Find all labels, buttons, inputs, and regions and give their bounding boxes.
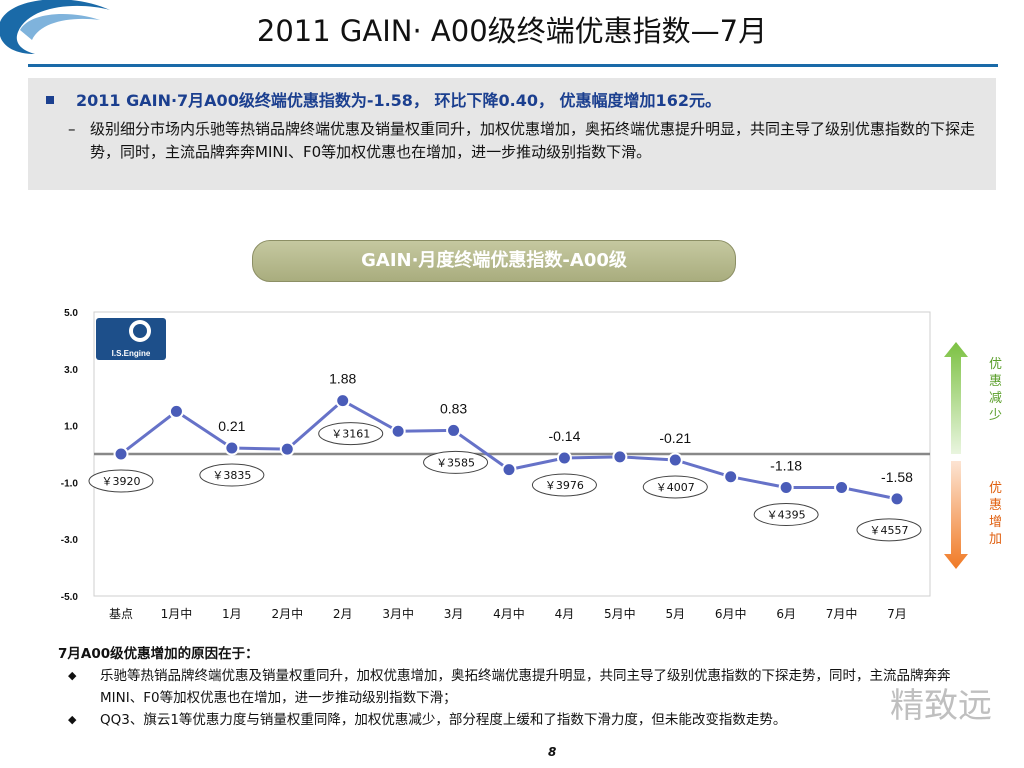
page-title: 2011 GAIN· A00级终端优惠指数—7月 (256, 14, 768, 48)
x-tick-label: 7月中 (826, 606, 858, 621)
data-label: -0.14 (548, 428, 580, 444)
x-tick-label: 6月 (776, 607, 796, 621)
price-tag-bubble (753, 503, 819, 527)
data-label: -1.58 (881, 469, 913, 485)
data-point (279, 441, 295, 457)
y-axis: 5.0 3.0 1.0 -1.0 -3.0 -5.0 (61, 308, 79, 603)
price-tag: ￥4557 (856, 518, 922, 542)
y-tick-label: 3.0 (64, 365, 78, 376)
data-point (723, 469, 739, 485)
is-engine-logo: I.S.Engine (96, 318, 166, 360)
arrow-up-icon (944, 342, 968, 454)
diamond-bullet-icon: ◆ (68, 669, 77, 682)
price-tag-bubble (642, 475, 708, 499)
reason-item: ◆ 乐驰等热销品牌终端优惠及销量权重同升，加权优惠增加，奥拓终端优惠提升明显，共… (58, 665, 988, 709)
y-tick-label: -1.0 (61, 478, 79, 489)
data-point (501, 462, 517, 478)
x-tick-label: 7月 (887, 607, 907, 621)
data-point (224, 440, 240, 456)
label-more-discount: 优惠增加 (989, 481, 1002, 547)
price-tag: ￥3585 (423, 450, 489, 474)
price-tag-bubble (531, 473, 597, 497)
data-point (390, 423, 406, 439)
plot-area: 0.21 1.88 0.83 -0.14 -0.21 -1.18 -1.58 ￥3920 ￥38… (88, 371, 930, 542)
data-point (556, 450, 572, 466)
x-tick-label: 1月 (222, 607, 242, 621)
summary-headline: 2011 GAIN·7月A00级终端优惠指数为-1.58， 环比下降0.40， … (46, 87, 721, 111)
page-number: 8 (548, 745, 557, 759)
y-tick-label: -3.0 (61, 535, 79, 546)
price-tag-text: ￥3835 (212, 469, 251, 482)
data-label: 1.88 (329, 371, 356, 387)
price-tag-bubble (88, 469, 154, 493)
data-point (612, 449, 628, 465)
x-tick-label: 3月中 (382, 606, 414, 621)
price-tag-bubble (318, 422, 384, 446)
price-tag: ￥3161 (318, 422, 384, 446)
watermark-text: 精致远 (890, 686, 992, 726)
x-tick-label: 基点 (109, 607, 133, 621)
x-tick-label: 2月中 (271, 606, 303, 621)
title-divider (28, 64, 998, 67)
price-tag-bubble (199, 463, 265, 487)
price-tag: ￥4395 (753, 503, 819, 527)
data-label: -0.21 (659, 430, 691, 446)
chart-title: GAIN·月度终端优惠指数-A00级 (252, 240, 736, 282)
price-tag-text: ￥3585 (436, 456, 475, 469)
logo-text: I.S.Engine (112, 349, 151, 358)
square-bullet-icon (46, 96, 54, 104)
chart-area: I.S.Engine 5.0 3.0 1.0 -1.0 -3.0 -5.0 基点 1月中 1月… (0, 290, 1024, 630)
y-tick-label: 5.0 (64, 308, 78, 319)
x-tick-label: 6月中 (715, 606, 747, 621)
price-tag-text: ￥3976 (545, 479, 584, 492)
data-point (113, 446, 129, 462)
data-point (667, 452, 683, 468)
diamond-bullet-icon: ◆ (68, 713, 77, 726)
x-tick-label: 2月 (333, 607, 353, 621)
x-tick-label: 5月 (665, 607, 685, 621)
arrow-legend: 优惠减少 优惠增加 (944, 340, 1024, 579)
price-tag: ￥3920 (88, 469, 154, 493)
arrow-down-icon (944, 461, 968, 569)
price-tag: ￥3835 (199, 463, 265, 487)
x-tick-label: 1月中 (161, 606, 193, 621)
summary-box: 2011 GAIN·7月A00级终端优惠指数为-1.58， 环比下降0.40， … (28, 78, 996, 190)
data-point (889, 491, 905, 507)
data-label: -1.18 (770, 458, 802, 474)
brand-swoosh-logo (0, 0, 110, 54)
data-point (168, 403, 184, 419)
price-tag: ￥3976 (531, 473, 597, 497)
price-tag-text: ￥4007 (656, 481, 695, 494)
x-tick-label: 5月中 (604, 606, 636, 621)
price-tag-bubble (423, 450, 489, 474)
y-tick-label: 1.0 (64, 422, 78, 433)
price-tag: ￥4007 (642, 475, 708, 499)
price-tag-text: ￥3920 (102, 475, 141, 488)
data-point (446, 422, 462, 438)
x-tick-label: 4月中 (493, 606, 525, 621)
price-tag-text: ￥3161 (331, 428, 370, 441)
y-tick-label: -5.0 (61, 592, 79, 603)
data-label: 0.83 (440, 400, 467, 416)
x-tick-label: 4月 (555, 607, 575, 621)
data-point (778, 480, 794, 496)
data-label: 0.21 (218, 418, 245, 434)
price-tag-text: ￥4395 (767, 509, 806, 522)
data-point (834, 480, 850, 496)
summary-detail: – 级别细分市场内乐驰等热销品牌终端优惠及销量权重同升，加权优惠增加，奥拓终端优… (68, 120, 976, 161)
line-chart: I.S.Engine 5.0 3.0 1.0 -1.0 -3.0 -5.0 基点 1月中 1月… (61, 308, 931, 621)
dash-bullet: – (68, 120, 76, 138)
x-axis: 基点 1月中 1月 2月中 2月 3月中 3月 4月中 4月 5月中 5月 6月中 6月 7月中 7月 (109, 606, 907, 621)
reasons-heading: 7月A00级优惠增加的原因在于： (58, 646, 259, 662)
price-tag-text: ￥4557 (870, 524, 909, 537)
price-tag-bubble (856, 518, 922, 542)
data-point (335, 393, 351, 409)
x-tick-label: 3月 (444, 607, 464, 621)
reasons-section: 7月A00级优惠增加的原因在于： ◆ 乐驰等热销品牌终端优惠及销量权重同升，加权… (58, 643, 988, 731)
reason-item: ◆ QQ3、旗云1等优惠力度与销量权重同降，加权优惠减少，部分程度上缓和了指数下… (58, 709, 988, 731)
label-less-discount: 优惠减少 (989, 357, 1002, 423)
arrows-graphic: 优惠减少 优惠增加 (944, 342, 1002, 569)
